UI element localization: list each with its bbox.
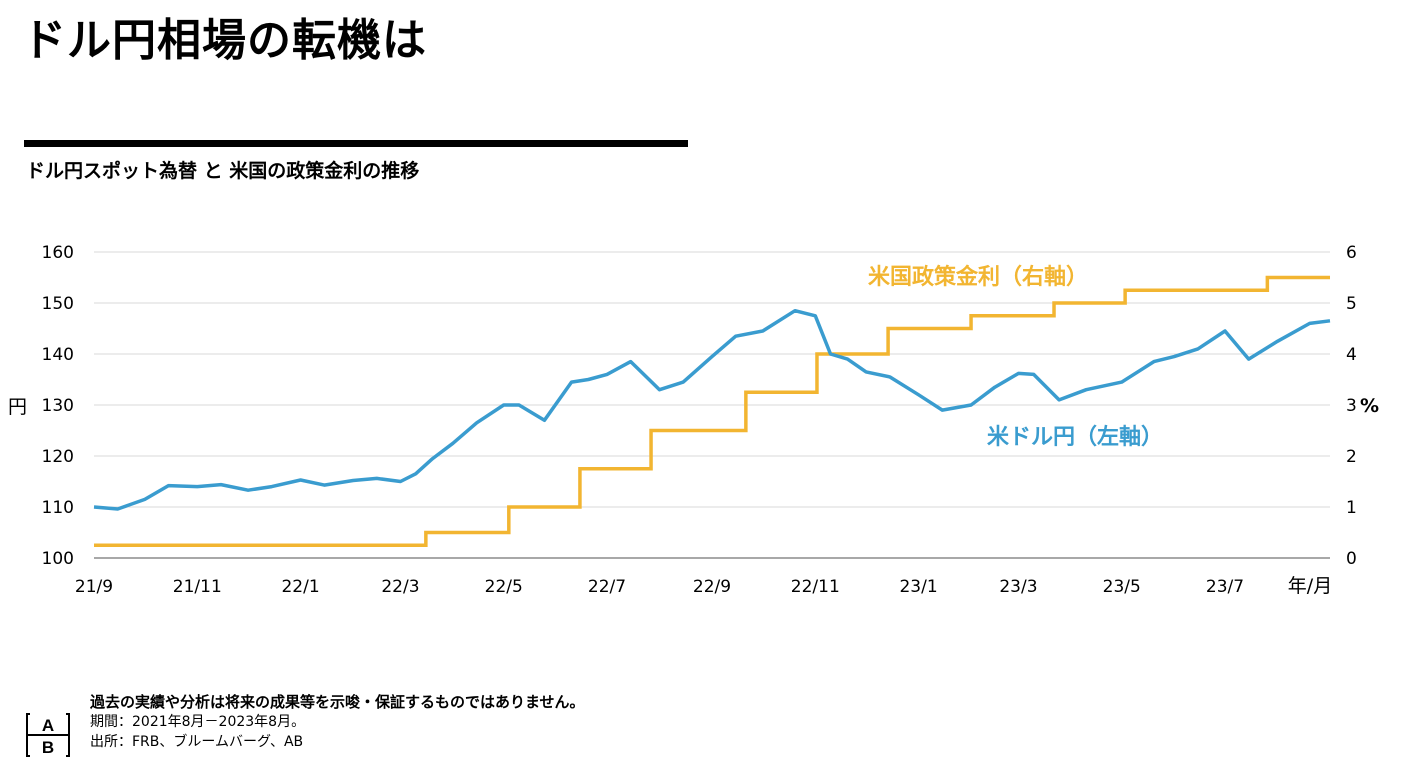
left-tick-label: 110 xyxy=(42,498,74,518)
right-tick-label: 1 xyxy=(1346,498,1357,518)
ab-logo-icon: A B xyxy=(26,713,70,757)
x-tick-label: 23/7 xyxy=(1206,577,1244,597)
ab-logo: A B xyxy=(26,712,70,758)
right-axis-unit: % xyxy=(1360,395,1379,417)
footer: 過去の実績や分析は将来の成果等を示唆・保証するものではありません。 期間：202… xyxy=(90,692,585,752)
svg-text:A: A xyxy=(42,716,54,735)
x-tick-label: 22/9 xyxy=(693,577,731,597)
usdjpy-line xyxy=(93,308,1331,511)
x-tick-label: 22/5 xyxy=(485,577,523,597)
x-tick-label: 22/7 xyxy=(588,577,626,597)
page-title: ドル円相場の転機は xyxy=(22,15,427,66)
period-text: 期間：2021年8月－2023年8月。 xyxy=(90,714,306,730)
right-tick-label: 0 xyxy=(1346,549,1357,569)
x-axis-unit: 年/月 xyxy=(1288,575,1332,597)
left-tick-label: 150 xyxy=(42,294,74,314)
x-tick-label: 23/3 xyxy=(999,577,1037,597)
right-tick-label: 3 xyxy=(1346,396,1357,416)
left-tick-label: 130 xyxy=(42,396,74,416)
left-tick-label: 160 xyxy=(42,243,74,263)
usdjpy-label: 米ドル円（左軸） xyxy=(987,424,1163,450)
title-rule xyxy=(24,140,688,147)
x-tick-label: 22/3 xyxy=(381,577,419,597)
policy-rate-label: 米国政策金利（右軸） xyxy=(868,264,1088,290)
policy-rate-line xyxy=(94,275,1330,547)
left-tick-label: 120 xyxy=(42,447,74,467)
left-tick-label: 140 xyxy=(42,345,74,365)
x-tick-label: 23/1 xyxy=(899,577,937,597)
right-tick-label: 6 xyxy=(1346,243,1357,263)
svg-text:B: B xyxy=(42,738,54,757)
disclaimer-text: 過去の実績や分析は将来の成果等を示唆・保証するものではありません。 xyxy=(90,693,585,711)
x-tick-label: 22/11 xyxy=(791,577,840,597)
x-tick-label: 23/5 xyxy=(1103,577,1141,597)
x-tick-label: 21/9 xyxy=(75,577,113,597)
left-tick-label: 100 xyxy=(42,549,74,569)
right-tick-label: 4 xyxy=(1346,345,1357,365)
x-tick-label: 21/11 xyxy=(173,577,222,597)
right-tick-label: 2 xyxy=(1346,447,1357,467)
right-tick-label: 5 xyxy=(1346,294,1357,314)
left-axis-unit: 円 xyxy=(8,396,27,418)
chart-subtitle: ドル円スポット為替 と 米国の政策金利の推移 xyxy=(26,160,420,182)
x-tick-label: 22/1 xyxy=(281,577,319,597)
chart: 100 110 120 130 140 150 160 0 1 2 3 4 5 6 円 % 21/9 21/11 2… xyxy=(8,243,1379,597)
source-text: 出所：FRB、ブルームバーグ、AB xyxy=(90,734,304,750)
